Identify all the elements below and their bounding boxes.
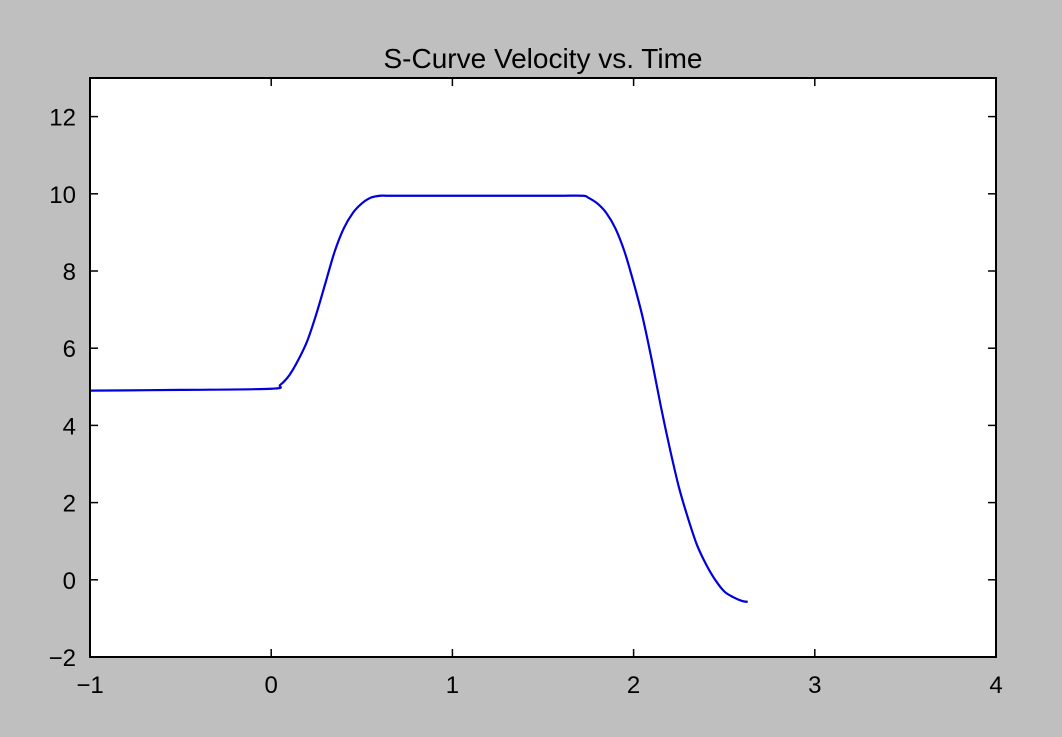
x-tick-label: 4 (989, 672, 1002, 699)
y-tick-label: 6 (63, 336, 76, 363)
plot-area (90, 78, 996, 657)
y-tick-label: 8 (63, 259, 76, 286)
y-tick-label: 0 (63, 568, 76, 595)
x-tick-label: 2 (627, 672, 640, 699)
y-tick-label: 12 (49, 105, 76, 132)
series-layer (89, 194, 748, 603)
y-tick-label: 2 (63, 491, 76, 518)
chart-title: S-Curve Velocity vs. Time (384, 43, 703, 74)
x-tick-label: 3 (808, 672, 821, 699)
y-tick-label: 10 (49, 182, 76, 209)
axes-frame (89, 77, 997, 658)
x-tick-label: 0 (265, 672, 278, 699)
y-tick-label: −2 (49, 645, 76, 672)
velocity-series-line (89, 194, 748, 603)
x-tick-label: −1 (76, 672, 103, 699)
y-tick-label: 4 (63, 413, 76, 440)
x-tick-label: 1 (446, 672, 459, 699)
